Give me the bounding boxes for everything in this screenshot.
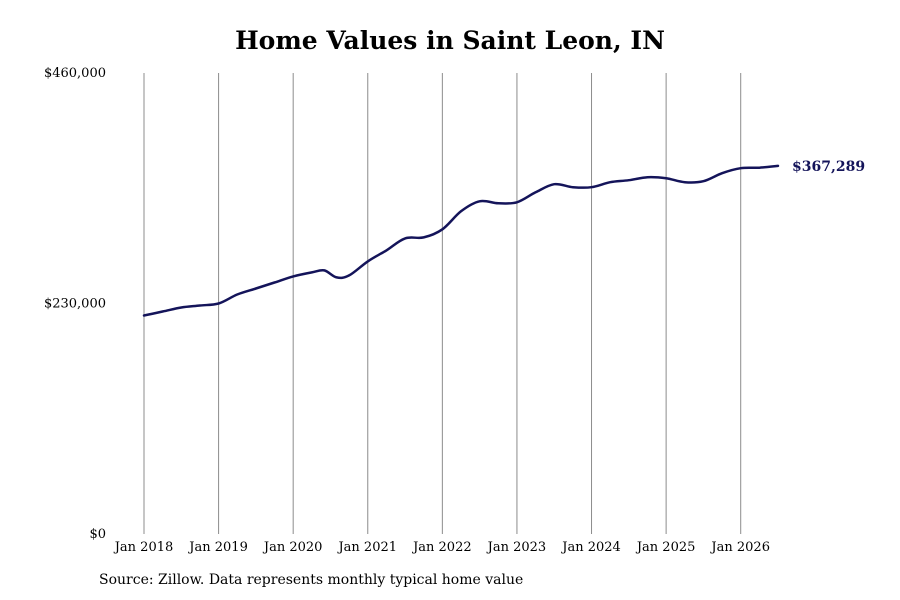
x-tick-label: Jan 2021 [336, 540, 397, 555]
grid-lines [143, 73, 742, 534]
y-tick-label: $460,000 [44, 66, 106, 81]
x-tick-label: Jan 2024 [560, 540, 621, 555]
x-tick-label: Jan 2020 [262, 540, 323, 555]
chart-title: Home Values in Saint Leon, IN [235, 26, 665, 55]
series-layer [142, 164, 780, 317]
x-axis: Jan 2018 Jan 2019 Jan 2020 Jan 2021 Jan 2022… [113, 540, 770, 555]
x-tick-label: Jan 2026 [709, 540, 770, 555]
y-tick-label: $0 [89, 527, 106, 542]
y-tick-label: $230,000 [44, 297, 106, 312]
source-note: Source: Zillow. Data represents monthly … [99, 572, 524, 588]
end-label-layer: $367,289 [792, 159, 865, 175]
x-tick-label: Jan 2023 [486, 540, 547, 555]
x-tick-label: Jan 2019 [187, 540, 248, 555]
end-value-label: $367,289 [792, 159, 865, 175]
x-tick-label: Jan 2018 [113, 540, 174, 555]
x-tick-label: Jan 2022 [411, 540, 472, 555]
series-line [142, 164, 780, 317]
y-axis: $0 $230,000 $460,000 [44, 66, 106, 542]
x-tick-label: Jan 2025 [635, 540, 696, 555]
